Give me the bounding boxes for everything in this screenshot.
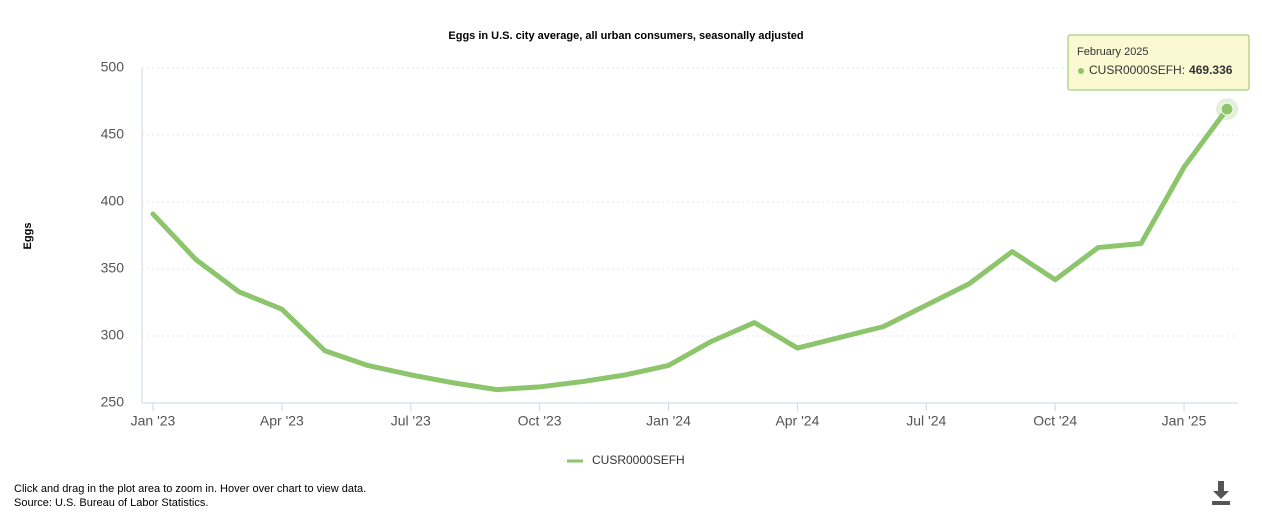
tooltip-title: February 2025 — [1077, 46, 1149, 58]
y-tick-label: 400 — [101, 193, 125, 209]
tooltip-value: 469.336 — [1189, 63, 1233, 77]
tooltip: February 2025 CUSR0000SEFH: 469.336 — [1067, 34, 1250, 91]
y-tick-label: 250 — [101, 394, 125, 410]
note: Source: U.S. Bureau of Labor Statistics. — [14, 497, 208, 509]
tooltip-series: CUSR0000SEFH: — [1089, 63, 1185, 77]
tooltip-box — [1067, 34, 1250, 91]
x-tick-label: Jan '23 — [131, 413, 176, 429]
x-tick-label: Oct '24 — [1033, 413, 1077, 429]
y-axis-label: Eggs — [22, 223, 34, 250]
y-tick-label: 350 — [101, 260, 125, 276]
x-tick-label: Jul '24 — [906, 413, 946, 429]
tooltip-text: CUSR0000SEFH: 469.336 — [1089, 63, 1233, 77]
x-tick-label: Jan '24 — [646, 413, 691, 429]
note: Click and drag in the plot area to zoom … — [14, 483, 366, 495]
x-tick-label: Jan '25 — [1162, 413, 1207, 429]
tooltip-dot — [1078, 68, 1084, 74]
series-line — [150, 106, 1230, 393]
x-tick-label: Apr '24 — [775, 413, 819, 429]
download-icon[interactable] — [1212, 481, 1230, 505]
chart-title: Eggs in U.S. city average, all urban con… — [448, 30, 803, 42]
legend: CUSR0000SEFH — [567, 453, 685, 467]
hover-marker — [1220, 102, 1234, 116]
x-tick-label: Jul '23 — [391, 413, 431, 429]
y-tick-label: 500 — [101, 59, 125, 75]
download-button[interactable] — [1208, 478, 1238, 508]
legend-label: CUSR0000SEFH — [592, 453, 685, 467]
x-tick-label: Oct '23 — [518, 413, 562, 429]
y-tick-label: 300 — [101, 327, 125, 343]
y-tick-label: 450 — [101, 126, 125, 142]
x-tick-label: Apr '23 — [260, 413, 304, 429]
